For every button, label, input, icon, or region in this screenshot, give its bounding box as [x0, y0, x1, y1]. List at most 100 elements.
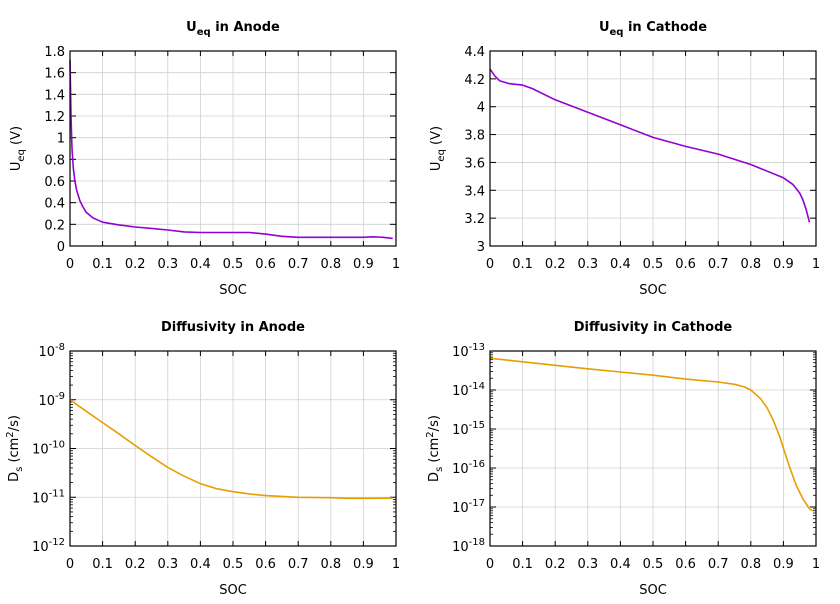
x-tick-label: 1: [392, 557, 400, 572]
x-tick-label: 0.7: [288, 557, 309, 572]
title-subscript: eq: [197, 27, 211, 38]
x-tick-label: 0.8: [320, 557, 341, 572]
y-tick-label: 1.2: [44, 110, 65, 125]
y-axis-label: Ueq (V): [9, 126, 27, 171]
y-tick-exponent: -13: [469, 342, 485, 353]
x-tick-label: 0.9: [773, 257, 794, 272]
series-line: [489, 357, 814, 512]
y-tick-label: 0.4: [44, 197, 65, 212]
chart-title: Diffusivity in Cathode: [574, 320, 733, 335]
x-tick-label: 1: [812, 257, 820, 272]
x-tick-label: 0.4: [610, 557, 631, 572]
x-tick-label: 0.1: [92, 557, 113, 572]
y-tick-base: 10: [32, 491, 49, 506]
ylabel-subscript: s: [14, 467, 25, 472]
y-tick-label: 10-16: [452, 459, 485, 477]
ylabel-main: U: [9, 162, 24, 172]
y-tick-exponent: -16: [469, 459, 485, 470]
x-tick-label: 0.3: [577, 557, 598, 572]
y-tick-base: 10: [452, 540, 469, 555]
x-tick-label: 0.1: [92, 257, 113, 272]
x-tick-label: 0.4: [610, 257, 631, 272]
x-tick-label: 0.6: [675, 557, 696, 572]
series-line: [69, 399, 393, 500]
x-tick-label: 0.2: [545, 557, 566, 572]
x-axis-label: SOC: [639, 283, 667, 298]
ylabel-superscript: 2: [425, 431, 436, 437]
ylabel-main: D: [427, 472, 442, 482]
x-tick-label: 0.9: [353, 257, 374, 272]
y-tick-exponent: -15: [469, 420, 485, 431]
y-tick-base: 10: [452, 501, 469, 516]
ylabel-main: D: [7, 472, 22, 482]
ylabel-rest2: /s): [427, 415, 442, 431]
y-tick-base: 10: [452, 462, 469, 477]
y-tick-exponent: -10: [49, 440, 65, 451]
x-tick-label: 0.2: [125, 557, 146, 572]
x-tick-label: 0.3: [157, 557, 178, 572]
ylabel-subscript: eq: [16, 149, 27, 162]
y-tick-exponent: -9: [55, 391, 65, 402]
subplot-2: 0 0.1 0.2 0.3 0.4 0.5 0.6 0.7 0.8 0.9 110-1210-111…: [5, 320, 400, 598]
ylabel-rest: (cm: [427, 438, 442, 467]
y-tick-base: 10: [452, 384, 469, 399]
subplot-3: 0 0.1 0.2 0.3 0.4 0.5 0.6 0.7 0.8 0.9 110-1810-171…: [425, 320, 820, 598]
ylabel-subscript: eq: [436, 149, 447, 162]
y-tick-base: 10: [452, 345, 469, 360]
x-tick-label: 0.6: [675, 257, 696, 272]
chart-title: Ueq in Cathode: [599, 20, 707, 38]
y-tick-label: 10-10: [32, 440, 65, 458]
y-tick-label: 3.6: [464, 156, 485, 171]
title-main: U: [186, 20, 197, 35]
y-tick-label: 3.2: [464, 212, 485, 227]
y-axis-label: Ds (cm2/s): [5, 415, 25, 482]
y-tick-label: 10-13: [452, 342, 485, 360]
x-tick-label: 0.6: [255, 557, 276, 572]
y-tick-base: 10: [452, 423, 469, 438]
y-tick-label: 10-15: [452, 420, 485, 438]
x-axis-label: SOC: [639, 583, 667, 598]
ylabel-rest: (V): [9, 126, 24, 149]
y-tick-label: 4.4: [464, 45, 485, 60]
y-axis-label: Ueq (V): [429, 126, 447, 171]
y-tick-label: 10-17: [452, 498, 485, 516]
x-axis-label: SOC: [219, 283, 247, 298]
x-tick-label: 0.8: [320, 257, 341, 272]
y-axis-label: Ds (cm2/s): [425, 415, 445, 482]
y-tick-label: 0: [57, 240, 65, 255]
title-rest: in Cathode: [623, 20, 707, 35]
y-tick-label: 0.2: [44, 218, 65, 233]
x-tick-label: 0.7: [708, 257, 729, 272]
ylabel-rest: (V): [429, 126, 444, 149]
x-tick-label: 0.6: [255, 257, 276, 272]
plot-frame: [489, 350, 817, 547]
x-tick-label: 0.2: [125, 257, 146, 272]
y-tick-label: 10-12: [32, 537, 65, 555]
y-tick-base: 10: [38, 394, 55, 409]
subplot-1: 0 0.1 0.2 0.3 0.4 0.5 0.6 0.7 0.8 0.9 1 3 3.2 3.4 3.6 3…: [429, 20, 820, 298]
ylabel-subscript: s: [434, 467, 445, 472]
x-tick-label: 0.1: [512, 557, 533, 572]
x-tick-label: 0.9: [773, 557, 794, 572]
x-tick-label: 0.4: [190, 257, 211, 272]
y-tick-exponent: -12: [49, 537, 65, 548]
y-tick-label: 10-18: [452, 537, 485, 555]
x-tick-label: 0: [66, 557, 74, 572]
y-tick-label: 10-11: [32, 488, 65, 506]
x-tick-label: 0.3: [577, 257, 598, 272]
y-tick-exponent: -8: [55, 342, 65, 353]
x-tick-label: 0.5: [223, 257, 244, 272]
y-tick-base: 10: [32, 540, 49, 555]
y-tick-exponent: -18: [469, 537, 485, 548]
x-tick-label: 0.7: [708, 557, 729, 572]
y-tick-label: 1.6: [44, 67, 65, 82]
x-tick-label: 0: [486, 257, 494, 272]
x-tick-label: 0.8: [740, 257, 761, 272]
y-tick-label: 3.8: [464, 129, 485, 144]
y-tick-label: 0.6: [44, 175, 65, 190]
y-tick-label: 4.2: [464, 73, 485, 88]
y-tick-label: 1.4: [44, 88, 65, 103]
series-line: [489, 68, 811, 223]
x-tick-label: 0: [66, 257, 74, 272]
